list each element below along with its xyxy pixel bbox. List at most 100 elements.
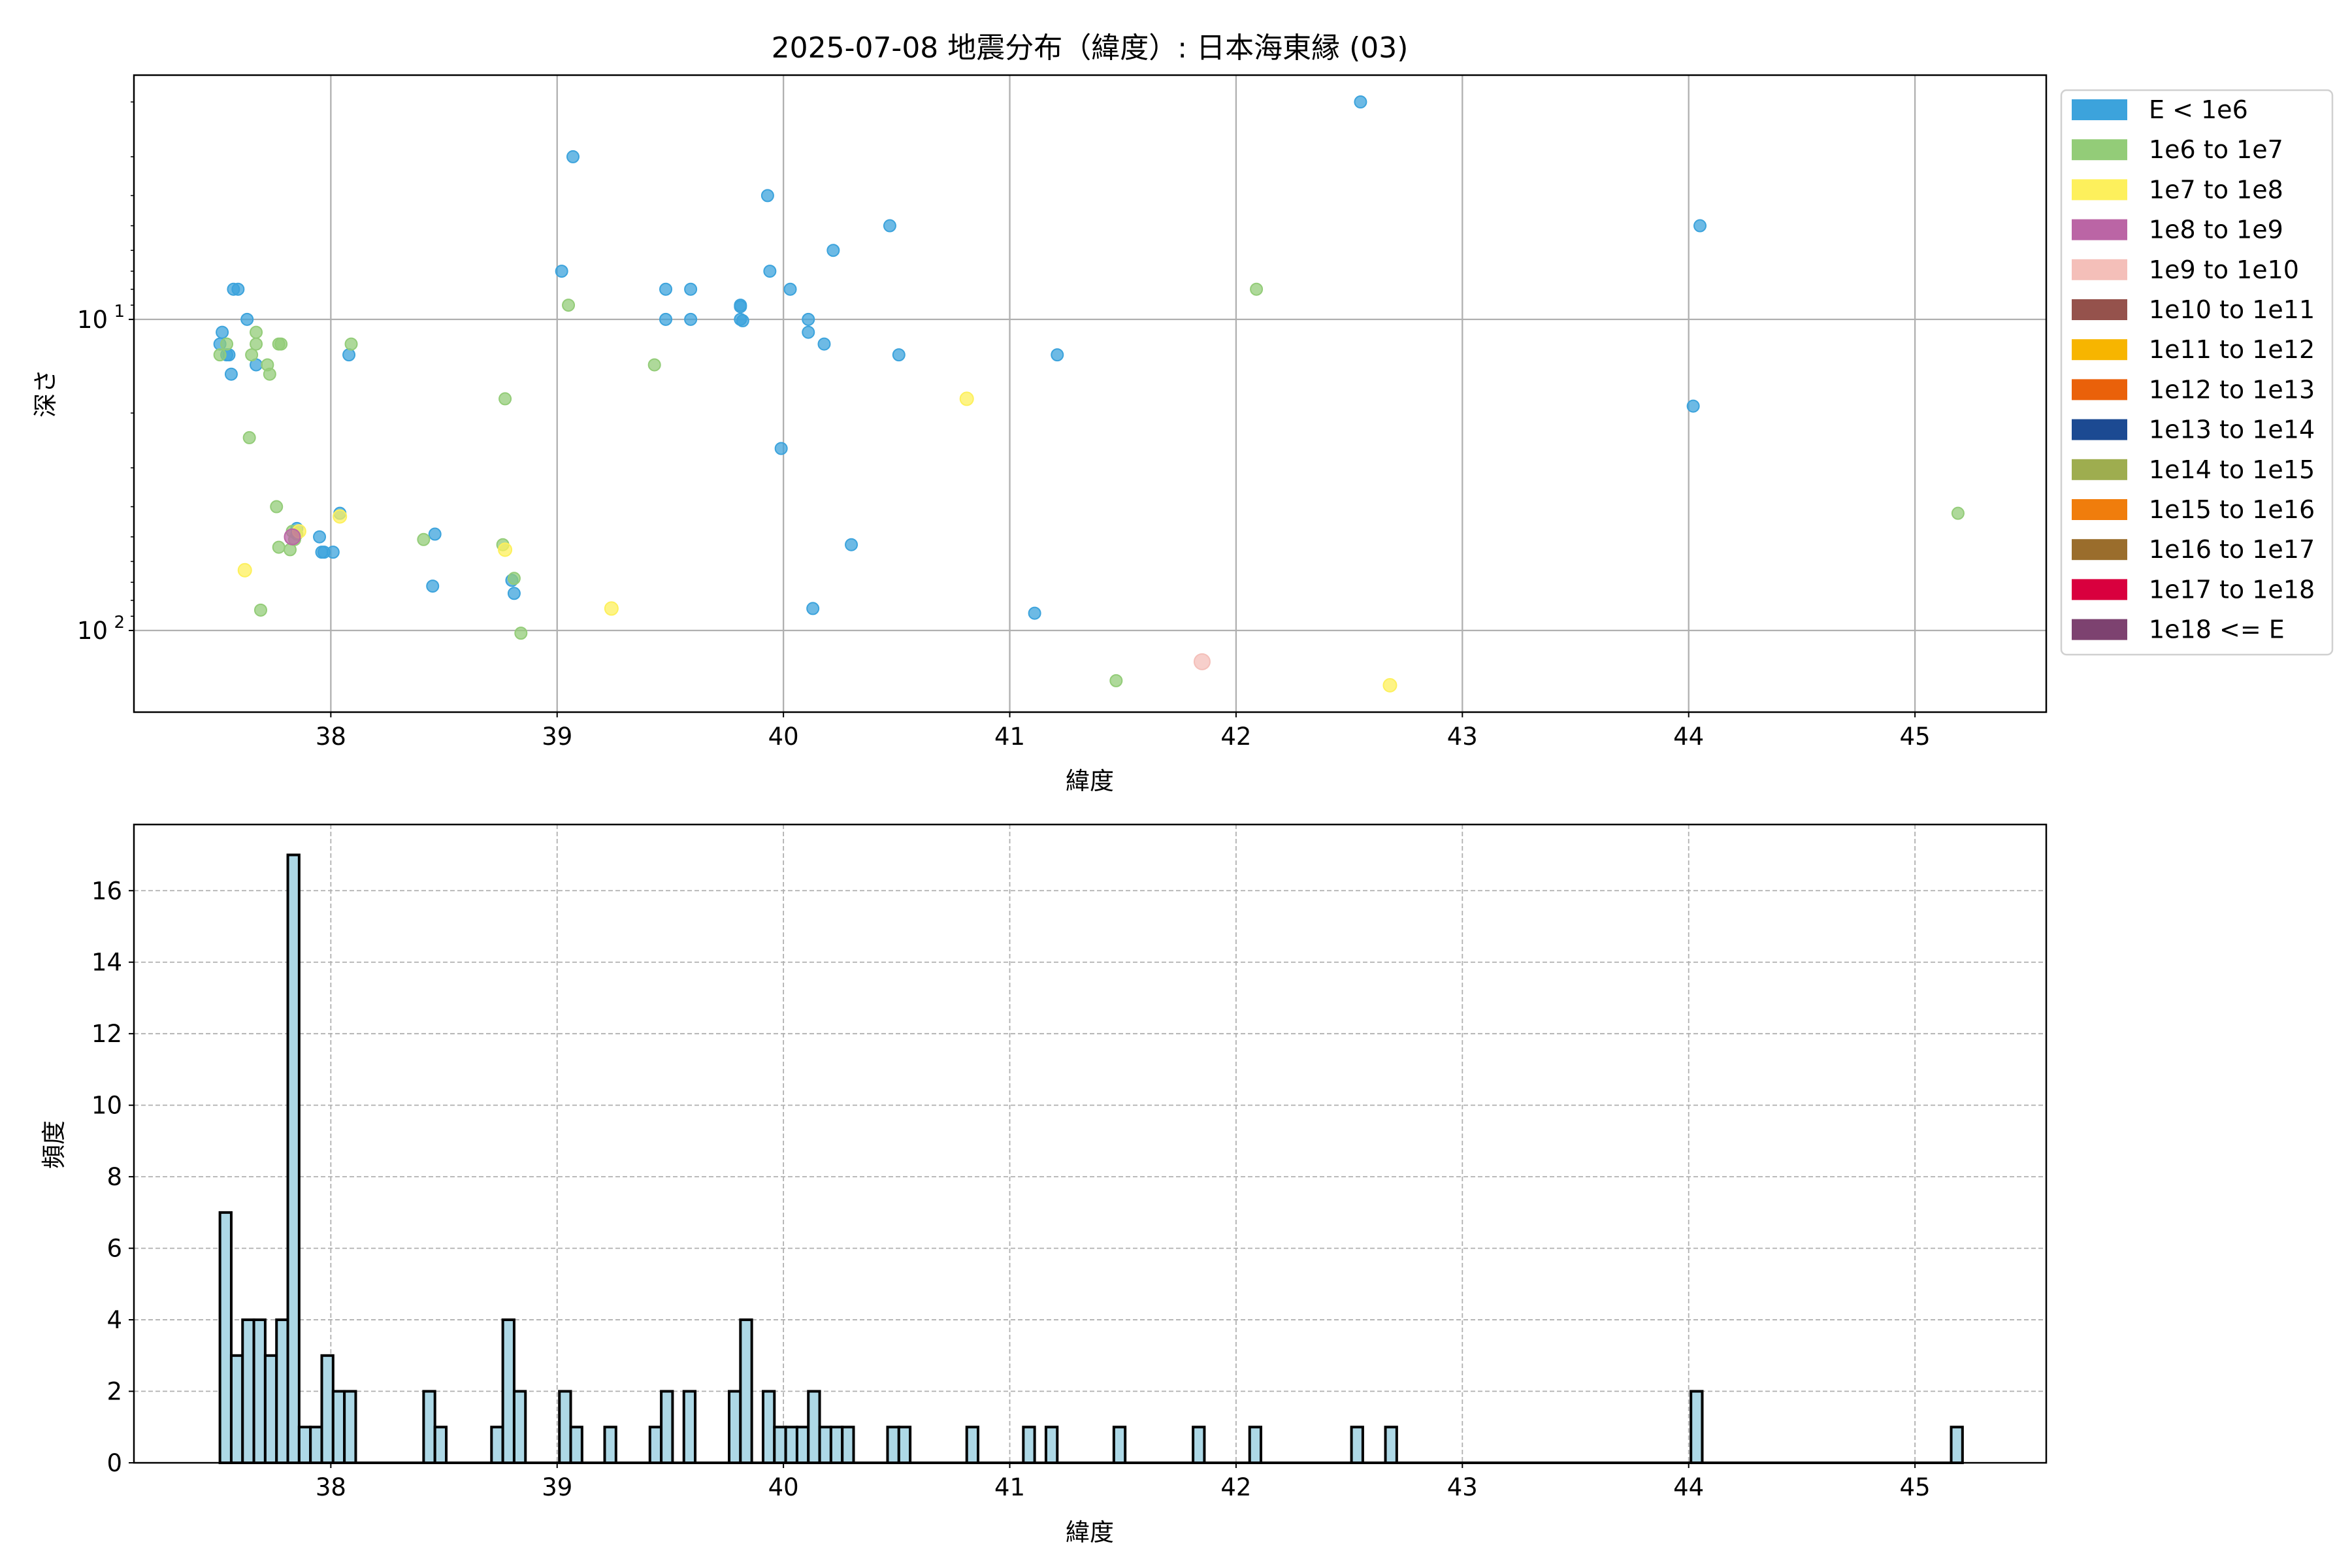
scatter-point: [734, 300, 747, 314]
scatter-point: [845, 538, 858, 551]
y-tick-label: 14: [91, 949, 122, 977]
scatter-point: [1193, 653, 1211, 670]
histogram-bar: [490, 1426, 504, 1465]
y-tick-label: 4: [106, 1306, 122, 1334]
histogram-bar: [320, 1354, 335, 1465]
scatter-point: [763, 265, 777, 278]
histogram-bar: [682, 1390, 697, 1465]
histogram-bar: [286, 853, 301, 1464]
x-tick-label: 44: [1673, 1473, 1704, 1501]
legend-swatch: [2072, 139, 2127, 161]
scatter-point: [284, 528, 301, 546]
x-tick-label: 44: [1673, 723, 1704, 751]
legend-swatch: [2072, 419, 2127, 440]
scatter-point: [555, 265, 568, 278]
scatter-point: [240, 312, 254, 326]
y-tick-label: 6: [106, 1235, 122, 1263]
x-tick-label: 38: [316, 723, 346, 751]
x-tick-label: 43: [1447, 1473, 1478, 1501]
scatter-point: [253, 603, 267, 617]
legend-label: 1e6 to 1e7: [2149, 135, 2283, 164]
legend-swatch: [2072, 339, 2127, 361]
histogram-bar: [1022, 1426, 1036, 1465]
scatter-point: [959, 391, 974, 406]
scatter-point: [802, 325, 815, 339]
histogram-bar: [252, 1318, 267, 1465]
scatter-point: [883, 219, 896, 233]
scatter-point: [313, 530, 327, 544]
histogram-bar: [829, 1426, 844, 1465]
scatter-point: [284, 543, 297, 557]
scatter-point: [428, 527, 442, 541]
scatter-point: [659, 312, 673, 326]
scatter-point: [342, 348, 356, 362]
scatter-point: [659, 282, 673, 296]
legend-swatch: [2072, 459, 2127, 480]
histogram-bar: [331, 1390, 346, 1465]
scatter-point: [507, 587, 521, 600]
scatter-point: [783, 282, 797, 296]
y-tick-label: 16: [91, 877, 122, 905]
scatter-point: [774, 442, 788, 455]
x-tick-label: 40: [768, 1473, 799, 1501]
histogram-bar: [1192, 1426, 1206, 1465]
legend-swatch: [2072, 579, 2127, 600]
scatter-y-label: 深さ: [31, 369, 59, 417]
scatter-point: [272, 540, 286, 554]
legend-label: 1e8 to 1e9: [2149, 216, 2283, 244]
histogram-bar: [841, 1426, 855, 1465]
legend-swatch: [2072, 619, 2127, 640]
histogram-bar: [1950, 1426, 1964, 1465]
x-tick-label: 39: [542, 723, 572, 751]
histogram-bar: [739, 1318, 753, 1465]
histogram-bar: [512, 1390, 527, 1465]
histogram-bar: [897, 1426, 912, 1465]
y-tick-label: 10: [91, 1092, 122, 1120]
scatter-point: [237, 563, 252, 578]
scatter-x-label: 緯度: [1066, 767, 1114, 795]
legend-label: 1e10 to 1e11: [2149, 295, 2315, 324]
scatter-point: [270, 500, 284, 514]
scatter-point: [274, 337, 288, 351]
scatter-point: [250, 337, 263, 351]
scatter-point: [245, 348, 259, 362]
x-tick-label: 38: [316, 1473, 346, 1501]
histogram-bar: [309, 1426, 323, 1465]
scatter-point: [426, 580, 440, 593]
histogram-bar: [433, 1426, 448, 1465]
histogram-bar: [558, 1390, 572, 1465]
scatter-point: [684, 282, 698, 296]
legend-label: 1e14 to 1e15: [2149, 455, 2315, 484]
y-tick-label: 10: [77, 306, 108, 334]
scatter-point: [231, 282, 245, 296]
scatter-point: [224, 367, 238, 381]
histogram-bar: [795, 1426, 810, 1465]
scatter-point: [817, 337, 831, 351]
x-tick-label: 43: [1447, 723, 1478, 751]
legend-label: 1e11 to 1e12: [2149, 335, 2315, 364]
histogram-bar: [1384, 1426, 1398, 1465]
scatter-plot: 38 39 40 41 42 43 44 45 10 1 10 2: [77, 74, 2048, 751]
scatter-point: [242, 431, 256, 444]
histogram-bar: [343, 1390, 357, 1465]
scatter-point: [213, 348, 227, 362]
histogram-bar: [886, 1426, 900, 1465]
hist-x-label: 緯度: [1066, 1518, 1114, 1546]
scatter-point: [326, 546, 340, 559]
legend-label: 1e9 to 1e10: [2149, 255, 2299, 284]
scatter-point: [216, 325, 229, 339]
histogram-bar: [818, 1426, 832, 1465]
legend-swatch: [2072, 99, 2127, 120]
scatter-point: [1951, 506, 1965, 520]
histogram-bar: [660, 1390, 674, 1465]
histogram-bar: [1350, 1426, 1364, 1465]
histogram-bar: [965, 1426, 980, 1465]
legend-swatch: [2072, 379, 2127, 400]
histogram-bar: [218, 1211, 233, 1465]
x-tick-label: 42: [1220, 1473, 1251, 1501]
histogram-bar: [773, 1426, 787, 1465]
histogram-bar: [229, 1354, 244, 1465]
histogram-bar: [297, 1426, 312, 1465]
y-tick-label: 0: [106, 1449, 122, 1477]
